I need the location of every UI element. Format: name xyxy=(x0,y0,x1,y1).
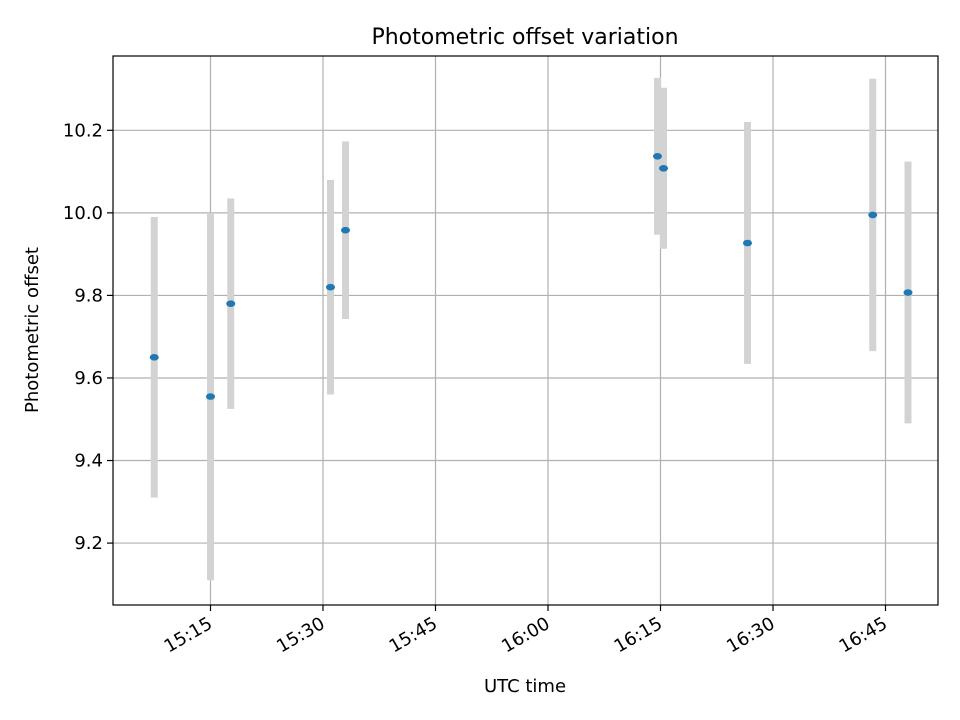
y-tick-label: 9.6 xyxy=(74,368,103,389)
y-tick-label: 10.2 xyxy=(63,120,103,141)
y-tick-label: 9.4 xyxy=(74,451,103,472)
data-point xyxy=(653,153,662,160)
data-point xyxy=(226,300,236,307)
data-point xyxy=(868,211,878,219)
x-axis-label: UTC time xyxy=(484,676,566,697)
chart-title: Photometric offset variation xyxy=(371,25,678,50)
y-tick-label: 10.0 xyxy=(63,203,103,224)
data-point xyxy=(903,289,913,296)
y-axis-label: Photometric offset xyxy=(22,247,43,413)
data-point xyxy=(341,226,350,234)
data-markers xyxy=(149,153,913,400)
data-point xyxy=(149,354,159,361)
y-tick-label: 9.2 xyxy=(74,533,103,554)
y-axis-ticks: 9.2 9.4 9.6 9.8 10.0 10.2 xyxy=(63,120,113,554)
data-point xyxy=(326,283,335,291)
data-point xyxy=(659,164,668,172)
data-point xyxy=(743,239,752,247)
data-point xyxy=(206,393,215,400)
grid-lines xyxy=(113,56,938,605)
y-tick-label: 9.8 xyxy=(74,285,103,306)
plot-frame xyxy=(112,55,939,606)
